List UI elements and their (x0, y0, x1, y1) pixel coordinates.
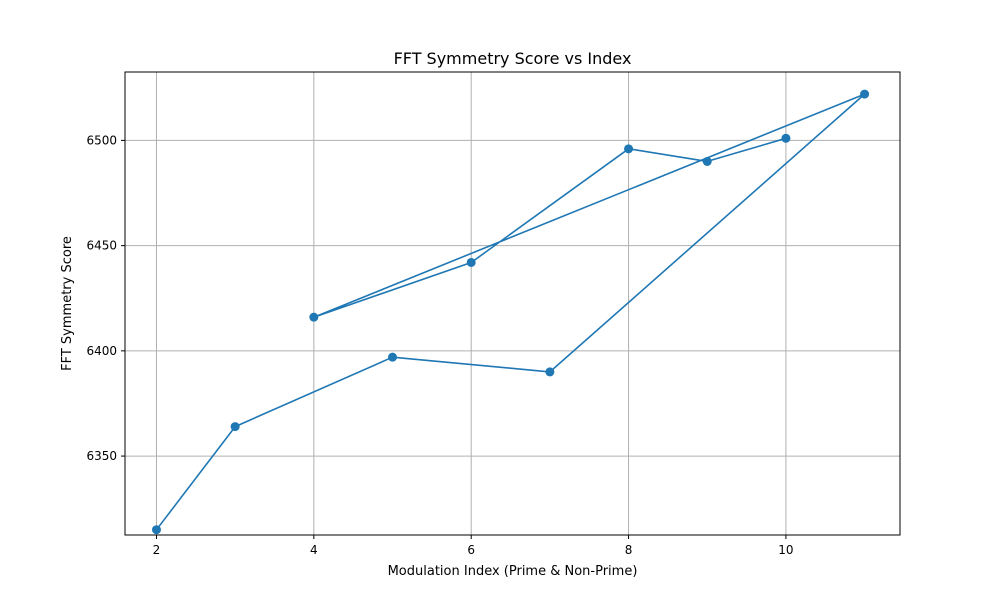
data-point (545, 367, 555, 377)
data-point (151, 525, 161, 535)
series-group (151, 89, 870, 535)
plot-area (124, 71, 901, 536)
series-line (155, 93, 866, 531)
x-tick-label: 10 (778, 543, 793, 557)
y-tick-label: 6350 (86, 449, 117, 463)
x-tick-label: 8 (625, 543, 633, 557)
grid (125, 72, 900, 535)
data-point (624, 144, 634, 154)
x-tick-label: 6 (467, 543, 475, 557)
data-point (702, 156, 712, 166)
data-point (388, 352, 398, 362)
data-point (466, 257, 476, 267)
data-point (309, 312, 319, 322)
x-tick-label: 4 (310, 543, 318, 557)
data-point (860, 89, 870, 99)
axis-ticks: 2 4 6 8 10 6350 6400 6450 6500 (86, 133, 793, 557)
y-tick-label: 6450 (86, 239, 117, 253)
y-axis-title: FFT Symmetry Score (60, 236, 75, 371)
y-tick-label: 6400 (86, 344, 117, 358)
data-point (230, 422, 240, 432)
data-point (781, 133, 791, 143)
x-tick-label: 2 (153, 543, 161, 557)
y-tick-label: 6500 (86, 133, 117, 147)
chart-title: FFT Symmetry Score vs Index (394, 49, 632, 68)
x-axis-title: Modulation Index (Prime & Non-Prime) (388, 564, 638, 579)
